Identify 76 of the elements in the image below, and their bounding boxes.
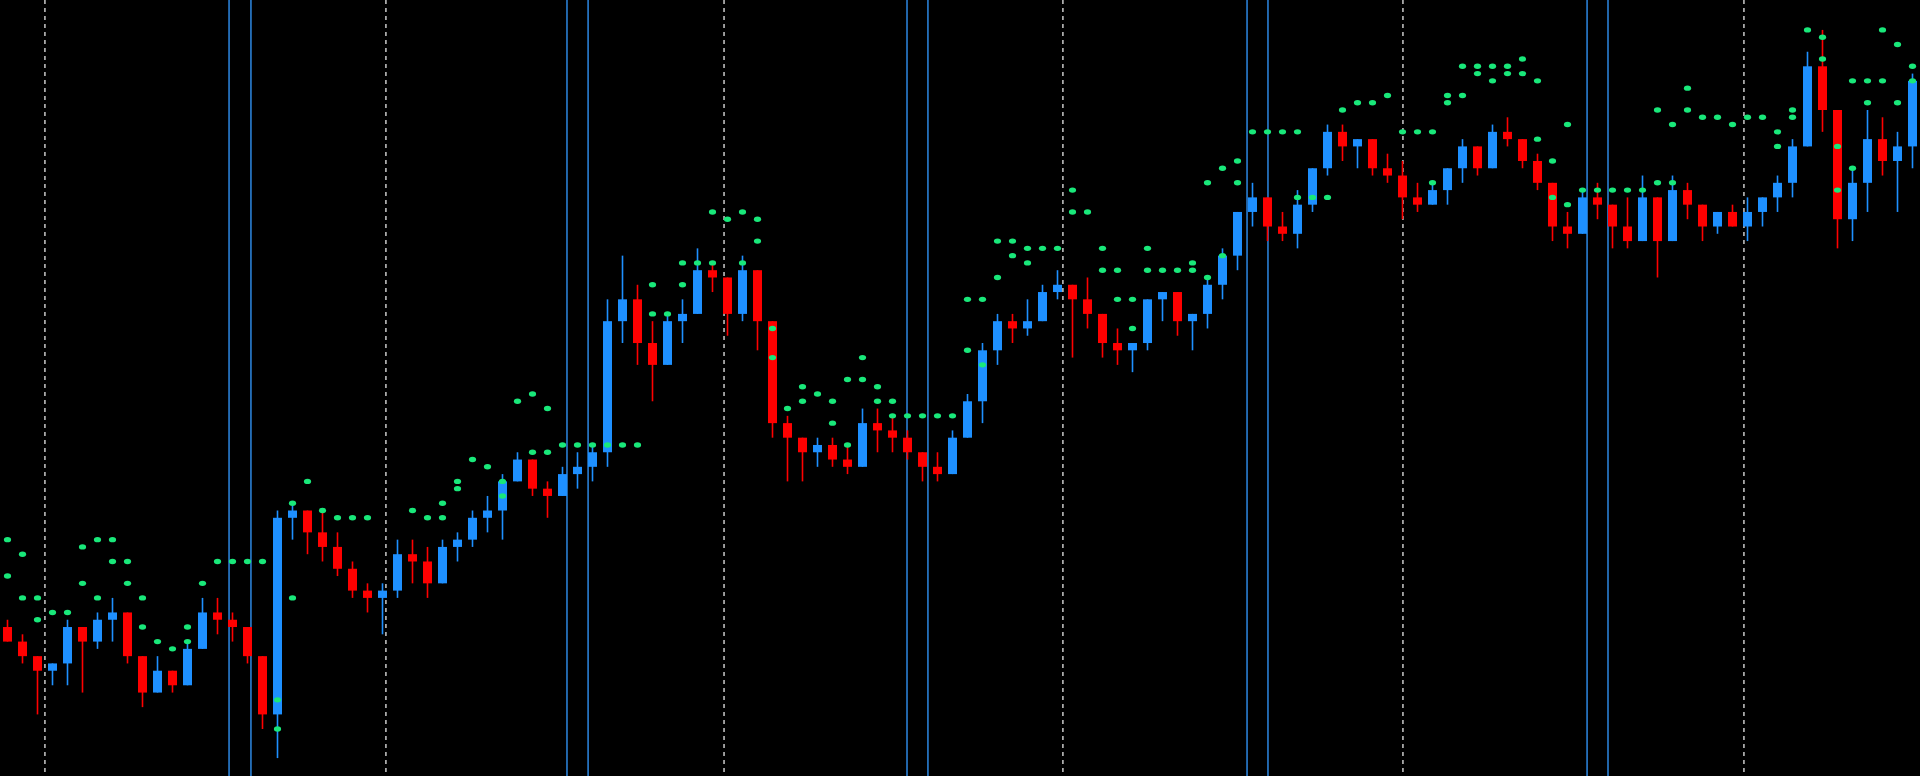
candlestick: [1563, 211, 1572, 250]
candlestick: [618, 254, 627, 344]
candlestick: [1428, 182, 1437, 206]
candlestick: [93, 611, 102, 650]
candlestick: [303, 509, 312, 555]
candlestick: [1443, 167, 1452, 206]
candlestick: [828, 436, 837, 468]
candlestick: [318, 509, 327, 563]
candlestick: [678, 298, 687, 344]
candlestick: [213, 597, 222, 636]
candlestick: [888, 415, 897, 454]
candlestick: [1458, 138, 1467, 184]
candlestick: [1128, 342, 1137, 373]
candlestick: [288, 502, 297, 541]
candlestick: [1623, 196, 1632, 250]
candlestick: [1773, 174, 1782, 213]
candlestick: [708, 262, 717, 293]
candlestick: [903, 429, 912, 461]
candlestick: [18, 633, 27, 665]
candlestick: [1008, 313, 1017, 344]
candlestick: [873, 407, 882, 454]
candlestick: [1338, 123, 1347, 162]
candlestick: [1188, 313, 1197, 352]
candlestick: [483, 495, 492, 534]
candlestick: [543, 480, 552, 519]
candlestick: [108, 597, 117, 643]
candlestick: [3, 618, 12, 643]
candlestick: [1248, 182, 1257, 228]
candlestick: [588, 444, 597, 483]
candlestick: [1608, 203, 1617, 250]
candlestick: [378, 582, 387, 636]
candlestick: [48, 662, 57, 687]
candlestick: [783, 415, 792, 483]
candlestick: [1158, 291, 1167, 322]
candlestick: [1893, 131, 1902, 213]
candlestick: [1683, 182, 1692, 221]
candlestick: [573, 451, 582, 490]
candlestick: [333, 531, 342, 577]
candlestick: [1728, 203, 1737, 228]
candlestick: [1398, 160, 1407, 221]
candlestick: [918, 451, 927, 483]
candlestick: [1878, 116, 1887, 177]
candlestick: [228, 611, 237, 643]
candlestick: [363, 582, 372, 614]
candlestick: [1593, 182, 1602, 221]
candlestick: [408, 538, 417, 585]
candlestick: [843, 444, 852, 475]
candlestick: [648, 320, 657, 403]
candlestick: [1533, 152, 1542, 191]
candlestick: [1083, 276, 1092, 330]
candlestick: [423, 546, 432, 599]
candlestick: [1383, 152, 1392, 184]
candlestick: [453, 531, 462, 563]
candlestick: [1278, 211, 1287, 242]
candlestick: [1743, 196, 1752, 242]
candlestick: [1113, 327, 1122, 366]
candlestick: [1503, 116, 1512, 148]
candlestick: [1068, 283, 1077, 359]
candlestick: [1023, 298, 1032, 337]
candlestick: [1413, 182, 1422, 213]
candlestick: [78, 626, 87, 694]
candlestick: [1518, 138, 1527, 170]
candlestick: [933, 451, 942, 483]
candlestick: [1053, 269, 1062, 301]
candlestick: [1758, 196, 1767, 228]
candlestick: [813, 436, 822, 468]
candlestick: [1698, 203, 1707, 242]
candlestick: [33, 655, 42, 716]
candlestick: [348, 560, 357, 599]
candlestick: [468, 509, 477, 548]
candlestick: [558, 466, 567, 497]
candlestick: [1473, 145, 1482, 177]
candlestick: [153, 655, 162, 694]
candlestick: [798, 436, 807, 483]
candlestick: [513, 451, 522, 483]
candlestick: [1353, 138, 1362, 170]
